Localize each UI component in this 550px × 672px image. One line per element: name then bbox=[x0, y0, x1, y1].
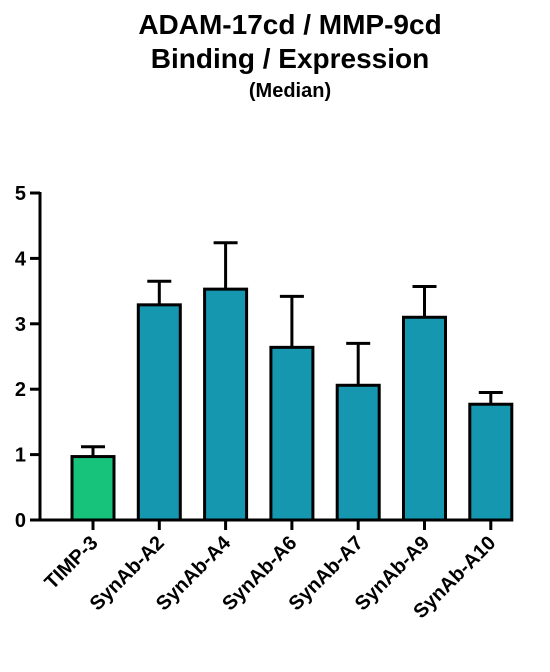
chart-title-line2: Binding / Expression bbox=[150, 43, 430, 74]
y-tick-label: 1 bbox=[15, 445, 26, 467]
bar bbox=[136, 303, 182, 522]
y-tick-label: 2 bbox=[15, 379, 26, 401]
bar bbox=[269, 345, 315, 522]
bar bbox=[203, 287, 249, 522]
chart-title: ADAM-17cd / MMP-9cd Binding / Expression… bbox=[0, 8, 550, 104]
bar bbox=[335, 383, 381, 522]
y-tick-label: 4 bbox=[15, 248, 27, 270]
x-tick-label: TIMP-3 bbox=[41, 532, 103, 594]
bar bbox=[70, 455, 116, 522]
y-tick-label: 5 bbox=[15, 183, 26, 205]
x-axis: TIMP-3SynAb-A2SynAb-A4SynAb-A6SynAb-A7Sy… bbox=[38, 518, 510, 623]
y-tick-label: 0 bbox=[15, 510, 26, 532]
y-tick-label: 3 bbox=[15, 314, 26, 336]
bar bbox=[468, 402, 514, 522]
bars-group bbox=[70, 241, 514, 522]
chart-title-line1: ADAM-17cd / MMP-9cd bbox=[138, 9, 442, 40]
chart-subtitle: (Median) bbox=[248, 80, 332, 102]
y-axis: 0 1 2 3 4 5 bbox=[15, 183, 42, 532]
bar bbox=[402, 315, 447, 522]
